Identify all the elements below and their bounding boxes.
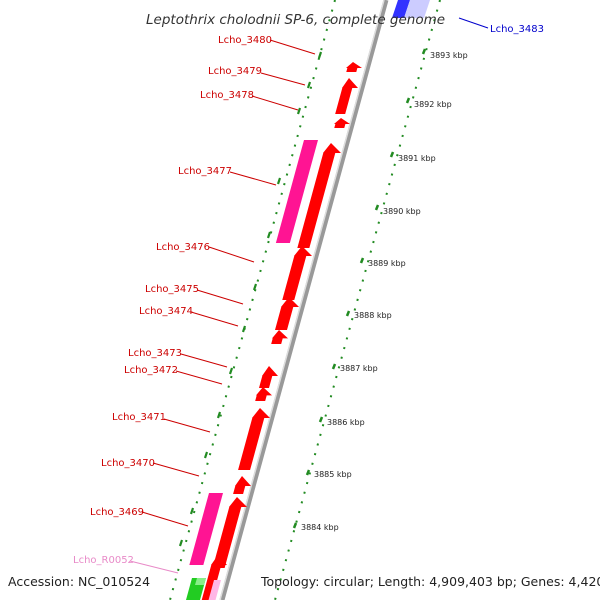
gene-label-lcho-3474[interactable]: Lcho_3474	[139, 306, 193, 317]
kbp-label: 3886 kbp	[327, 418, 365, 427]
label-leader-3472	[175, 370, 223, 385]
kbp-label: 3889 kbp	[368, 259, 406, 268]
gene-label-lcho-3470[interactable]: Lcho_3470	[101, 458, 155, 469]
gene-lcho-3476-arrow[interactable]	[282, 246, 312, 300]
inner-tick-mark	[241, 325, 247, 333]
kbp-tick-mark	[305, 469, 311, 476]
kbp-label: 3887 kbp	[340, 364, 378, 373]
kbp-tick-mark	[389, 151, 395, 158]
kbp-label: 3891 kbp	[398, 154, 436, 163]
topology-text: Topology: circular; Length: 4,909,403 bp…	[260, 574, 600, 589]
kbp-label: 3890 kbp	[383, 207, 421, 216]
gene-label-lcho-3480[interactable]: Lcho_3480	[218, 35, 272, 46]
label-leader-3469	[141, 511, 189, 527]
gene-label-lcho-3476[interactable]: Lcho_3476	[156, 242, 210, 253]
outer-dotted-line	[274, 0, 441, 600]
inner-tick-mark	[203, 451, 209, 459]
label-leader-3479	[260, 72, 306, 86]
accession-text: Accession: NC_010524	[8, 574, 150, 589]
kbp-tick-mark	[421, 48, 427, 55]
inner-tick-mark	[216, 411, 222, 419]
gene-lcho-3471-arrow[interactable]	[238, 408, 270, 470]
inner-tick-mark	[317, 51, 323, 59]
inner-tick-mark	[296, 107, 302, 115]
kbp-label: 3884 kbp	[301, 523, 339, 532]
gene-lcho-3477-rna[interactable]	[275, 140, 318, 243]
label-leader-3474	[190, 311, 239, 327]
kbp-tick-mark	[292, 522, 298, 529]
gene-lcho-3474-arrow[interactable]	[271, 330, 288, 344]
map-title: Leptothrix cholodnii SP-6, complete geno…	[146, 12, 445, 28]
gene-lcho-3469-rna[interactable]	[189, 493, 223, 565]
gene-label-lcho-3479[interactable]: Lcho_3479	[208, 66, 262, 77]
gene-lcho-3477-arrow[interactable]	[297, 143, 341, 248]
inner-tick-mark	[252, 283, 258, 291]
gene-lcho-r0052-rrna[interactable]	[208, 580, 221, 600]
gene-label-lcho-3473[interactable]: Lcho_3473	[128, 348, 182, 359]
genome-tracks	[169, 0, 441, 600]
kbp-tick-mark	[359, 257, 365, 264]
gene-label-lcho-3472[interactable]: Lcho_3472	[124, 365, 178, 376]
gene-lcho-3469b-arrow[interactable]	[201, 555, 227, 600]
gene-label-lcho-r0052[interactable]: Lcho_R0052	[73, 555, 134, 566]
label-leader-3478	[251, 95, 299, 111]
label-leader-3473	[180, 353, 228, 368]
label-leader-3480	[269, 39, 316, 55]
gene-label-lcho-3471[interactable]: Lcho_3471	[112, 412, 166, 423]
inner-dotted-line	[169, 0, 336, 600]
backbone-highlight	[219, 0, 385, 600]
label-leader-3475	[196, 289, 244, 305]
gene-lcho-3473-arrow[interactable]	[258, 366, 278, 388]
gene-labels: Lcho_3483 Lcho_3480 Lcho_3479 Lcho_3478 …	[73, 17, 544, 574]
inner-tick-mark	[266, 231, 272, 239]
gene-label-lcho-3483[interactable]: Lcho_3483	[490, 24, 544, 35]
gene-lcho-3470-arrow[interactable]	[233, 476, 251, 494]
kbp-tick-mark	[331, 363, 337, 370]
kbp-label: 3888 kbp	[354, 311, 392, 320]
kbp-tick-mark	[318, 416, 324, 423]
inner-tick-mark	[276, 177, 282, 185]
kbp-tick-mark	[405, 97, 411, 104]
gene-lcho-3475-arrow[interactable]	[274, 297, 299, 330]
label-leader-3477	[229, 171, 277, 186]
gene-green-feature-top	[195, 578, 206, 585]
label-leader-3483	[458, 17, 489, 29]
kbp-tick-mark	[374, 204, 380, 211]
gene-lcho-3483-extent[interactable]	[404, 0, 430, 18]
gene-label-lcho-3477[interactable]: Lcho_3477	[178, 166, 232, 177]
gene-label-lcho-3478[interactable]: Lcho_3478	[200, 90, 254, 101]
label-leader-3470	[152, 462, 200, 477]
gene-lcho-3480-arrow[interactable]	[346, 62, 362, 72]
inner-tick-mark	[306, 81, 312, 89]
gene-lcho-3469-arrow[interactable]	[212, 497, 247, 568]
gene-lcho-3472-arrow[interactable]	[255, 387, 272, 401]
inner-tick-mark	[189, 507, 195, 515]
label-leader-r0052	[129, 560, 179, 574]
gene-label-lcho-3469[interactable]: Lcho_3469	[90, 507, 144, 518]
kbp-label: 3892 kbp	[414, 100, 452, 109]
kbp-label: 3885 kbp	[314, 470, 352, 479]
label-leader-3471	[163, 418, 211, 433]
backbone-line	[219, 0, 389, 600]
gene-label-lcho-3475[interactable]: Lcho_3475	[145, 284, 199, 295]
kbp-labels: 3893 kbp 3892 kbp 3891 kbp 3890 kbp 3889…	[301, 51, 468, 532]
kbp-label: 3893 kbp	[430, 51, 468, 60]
inner-tick-mark	[228, 367, 234, 375]
kbp-tick-mark	[345, 310, 351, 317]
gene-features[interactable]	[185, 0, 430, 600]
label-leader-3476	[208, 246, 255, 263]
inner-tick-mark	[178, 539, 184, 547]
gene-lcho-3478-arrow[interactable]	[334, 118, 350, 128]
gene-lcho-3479-arrow[interactable]	[335, 78, 358, 114]
